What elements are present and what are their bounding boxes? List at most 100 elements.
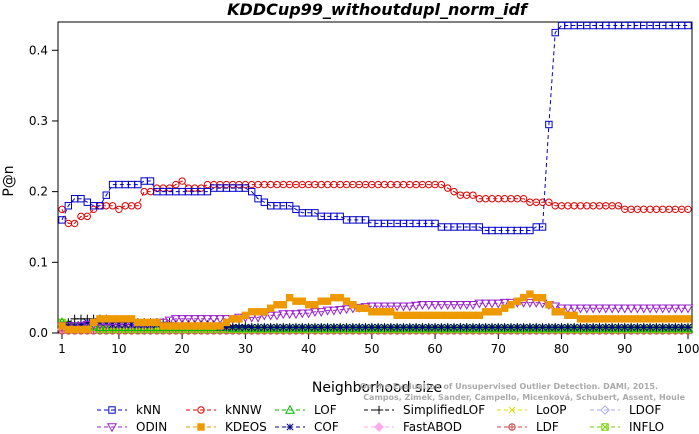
data-point-knn (538, 223, 547, 231)
legend-marker-loop (508, 406, 516, 414)
data-point-odin (663, 304, 675, 314)
data-point-odin (164, 316, 175, 326)
series-knnw (58, 177, 692, 228)
data-point-odin (550, 302, 561, 312)
data-point-cof (513, 323, 521, 331)
data-point-knnw (545, 198, 553, 206)
data-point-cof (342, 323, 351, 331)
data-point-kdeos (229, 315, 237, 323)
legend-label-ldf: LDF (536, 420, 559, 434)
data-point-odin (196, 315, 207, 325)
data-point-odin (373, 302, 384, 312)
data-point-kdeos (595, 315, 604, 323)
data-point-cof (336, 323, 344, 331)
legend-marker-kdeos (197, 423, 205, 431)
data-point-kdeos (507, 301, 515, 309)
data-point-odin (613, 304, 624, 314)
data-point-cof (469, 323, 477, 331)
data-point-odin (341, 305, 352, 315)
data-point-cof (614, 323, 622, 331)
data-point-kdeos (285, 293, 294, 302)
data-point-odin (682, 304, 694, 314)
data-point-kdeos (96, 315, 104, 323)
data-point-kdeos (140, 318, 148, 327)
data-point-kdeos (336, 293, 344, 302)
data-point-kdeos (203, 322, 212, 330)
data-point-cof (349, 323, 357, 331)
data-point-odin (524, 298, 535, 308)
data-point-cof (412, 323, 420, 331)
data-point-odin (467, 301, 479, 310)
data-point-cof (488, 323, 496, 331)
data-point-kdeos (406, 311, 414, 320)
data-point-kdeos (425, 311, 433, 320)
legend-entry-odin: ODIN (97, 420, 167, 434)
data-point-odin (638, 304, 649, 314)
data-point-cof (279, 323, 287, 331)
data-point-cof (633, 323, 641, 331)
data-point-knnw (83, 212, 91, 221)
data-point-knn (102, 191, 110, 199)
data-point-kdeos (545, 301, 553, 309)
data-point-odin (581, 304, 592, 314)
data-point-knnw (469, 191, 477, 199)
data-point-odin (284, 310, 295, 320)
data-point-kdeos (519, 293, 528, 302)
data-point-kdeos (273, 301, 281, 309)
data-point-odin (417, 301, 428, 310)
data-point-cof (482, 323, 490, 331)
data-point-kdeos (614, 315, 623, 323)
legend-marker-fastabod (374, 422, 384, 432)
data-point-odin (619, 304, 630, 314)
data-point-kdeos (583, 315, 591, 323)
data-point-kdeos (494, 308, 503, 316)
data-point-odin (322, 306, 333, 316)
data-point-kdeos (342, 297, 351, 305)
legend-label-cof: COF (314, 420, 339, 434)
data-point-odin (335, 305, 346, 315)
legend-marker-inflo (601, 423, 609, 431)
data-point-odin (265, 311, 276, 321)
data-point-cof (557, 323, 566, 331)
data-point-odin (170, 315, 181, 325)
data-point-cof (380, 323, 389, 331)
data-point-cof (355, 323, 363, 331)
data-point-kdeos (380, 308, 389, 316)
data-point-cof (437, 323, 445, 331)
data-point-knn (58, 216, 66, 224)
data-point-kdeos (374, 308, 382, 316)
data-point-cof (659, 323, 667, 331)
data-point-odin (215, 315, 226, 325)
data-point-cof (520, 323, 528, 331)
data-point-odin (676, 304, 687, 314)
data-point-kdeos (646, 315, 654, 323)
data-point-odin (455, 301, 466, 310)
data-point-kdeos (241, 311, 250, 320)
data-point-odin (189, 315, 200, 325)
data-point-knn (684, 21, 692, 30)
chart-title: KDDCup99_withoutdupl_norm_idf (227, 0, 529, 19)
data-point-knnw (450, 187, 458, 196)
data-point-odin (316, 308, 327, 318)
data-point-kdeos (102, 315, 110, 323)
data-point-knnw (203, 180, 212, 189)
data-point-odin (474, 299, 485, 309)
data-point-odin (423, 301, 434, 310)
data-point-kdeos (684, 315, 692, 323)
data-point-cof (241, 323, 249, 331)
data-point-odin (607, 304, 618, 314)
data-point-kdeos (165, 322, 174, 330)
series-kdeos (58, 290, 692, 334)
data-point-kdeos (621, 315, 629, 323)
legend-entry-knnw: kNNW (186, 403, 262, 417)
legend-label-kdeos: KDEOS (225, 420, 267, 434)
data-point-cof (640, 323, 648, 331)
data-point-kdeos (640, 315, 648, 323)
data-point-knnw (134, 202, 142, 210)
data-point-cof (671, 323, 679, 331)
data-point-cof (260, 323, 268, 331)
x-tick-label: 100 (677, 342, 699, 356)
data-point-odin (588, 304, 599, 314)
data-point-odin (651, 304, 662, 314)
y-axis-label: P@n (1, 165, 17, 196)
